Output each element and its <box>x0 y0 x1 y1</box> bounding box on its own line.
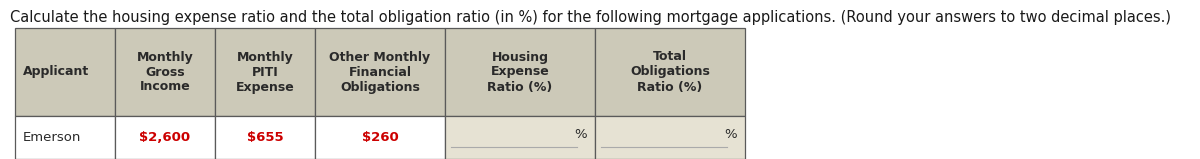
Text: Monthly
PITI
Expense: Monthly PITI Expense <box>235 51 294 93</box>
Text: Monthly
Gross
Income: Monthly Gross Income <box>137 51 193 93</box>
Text: $655: $655 <box>247 131 283 144</box>
Text: Calculate the housing expense ratio and the total obligation ratio (in %) for th: Calculate the housing expense ratio and … <box>10 10 1171 25</box>
Bar <box>314 28 445 116</box>
Text: Housing
Expense
Ratio (%): Housing Expense Ratio (%) <box>487 51 553 93</box>
Bar <box>314 116 445 159</box>
Bar <box>445 28 595 116</box>
Text: %: % <box>725 128 737 141</box>
Bar <box>14 116 115 159</box>
Bar <box>595 28 745 116</box>
Text: Other Monthly
Financial
Obligations: Other Monthly Financial Obligations <box>330 51 431 93</box>
Bar <box>215 116 314 159</box>
Text: Total
Obligations
Ratio (%): Total Obligations Ratio (%) <box>630 51 710 93</box>
Bar <box>115 116 215 159</box>
Text: Emerson: Emerson <box>23 131 82 144</box>
Bar <box>215 28 314 116</box>
Bar <box>115 28 215 116</box>
Text: %: % <box>575 128 587 141</box>
Bar <box>595 116 745 159</box>
Text: $2,600: $2,600 <box>139 131 191 144</box>
Text: $260: $260 <box>361 131 398 144</box>
Text: Applicant: Applicant <box>23 66 89 79</box>
Bar <box>14 28 115 116</box>
Bar <box>445 116 595 159</box>
